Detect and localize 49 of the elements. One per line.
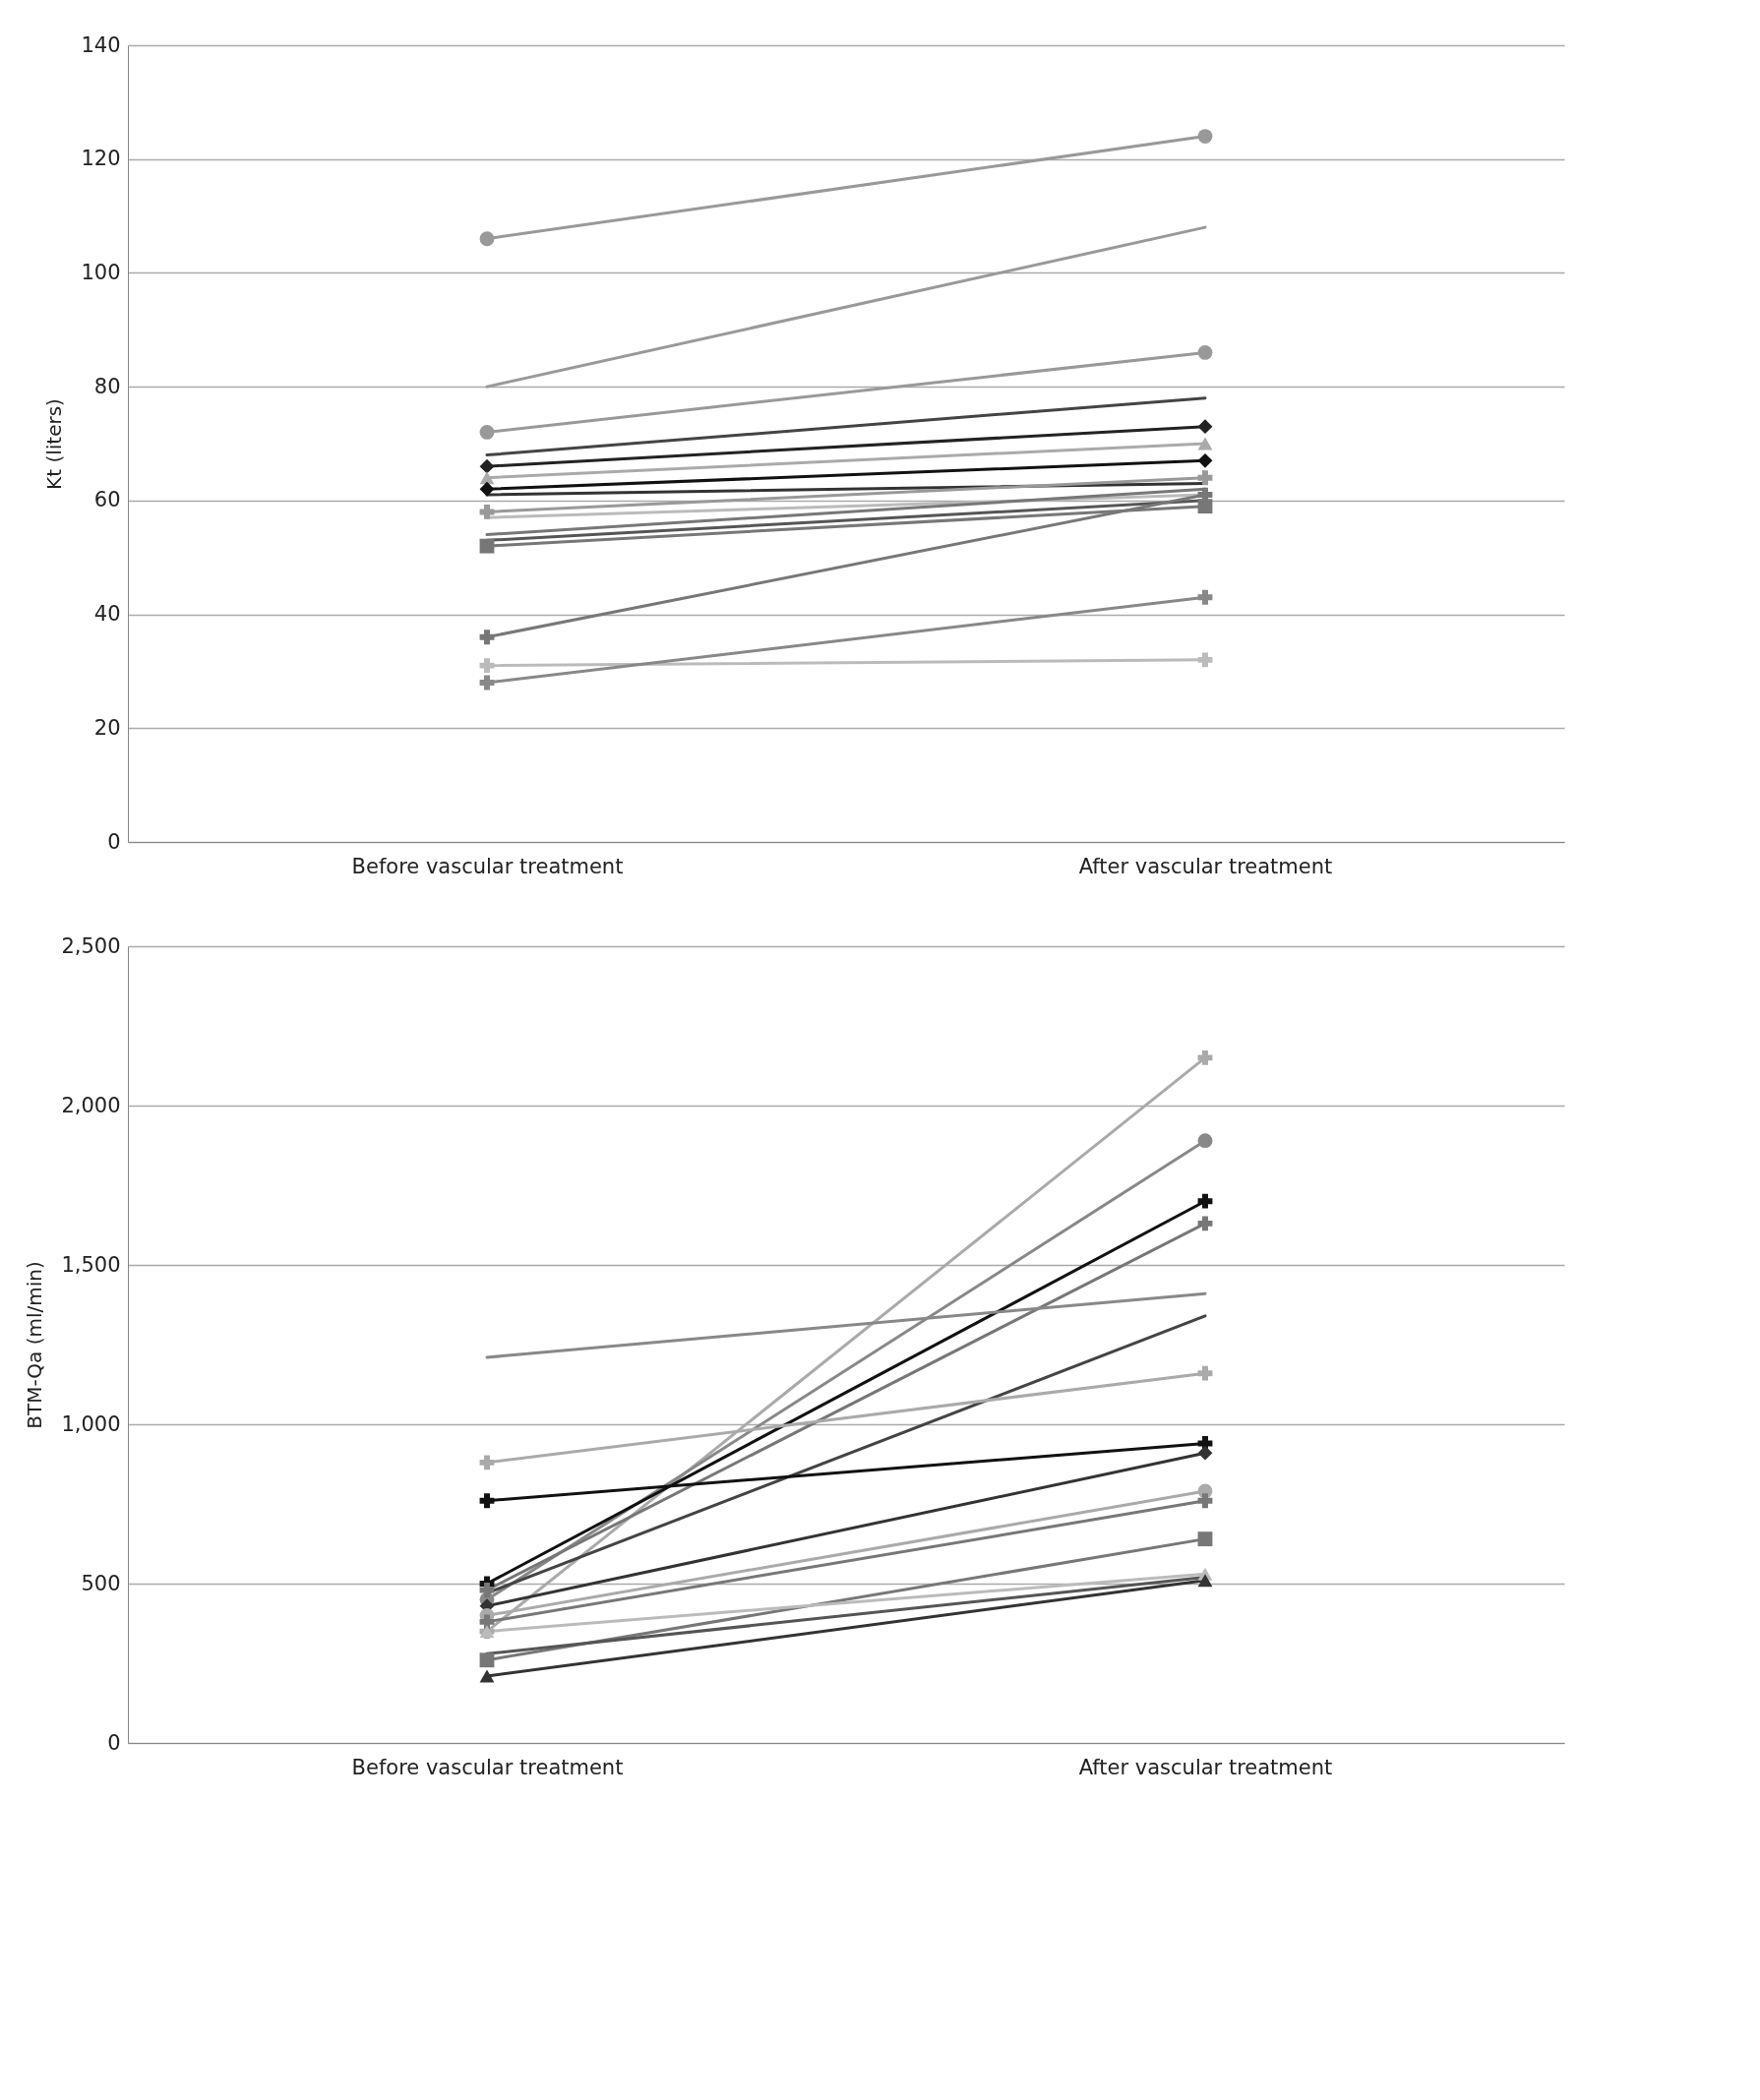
y-axis-title: BTM-Qa (ml/min) xyxy=(23,1261,47,1429)
point xyxy=(1197,345,1213,360)
y-tick-label: 1,000 xyxy=(61,1411,121,1436)
point xyxy=(479,1455,495,1470)
y-tick-label: 140 xyxy=(81,32,121,57)
y-tick-label: 20 xyxy=(93,715,121,740)
point xyxy=(1197,419,1213,435)
point xyxy=(479,630,495,645)
point xyxy=(479,1614,495,1630)
y-tick-label: 2,500 xyxy=(61,933,121,958)
point xyxy=(479,658,495,674)
point xyxy=(1197,1493,1213,1509)
point xyxy=(1197,1193,1213,1209)
point xyxy=(1197,129,1213,144)
point xyxy=(479,458,495,474)
point xyxy=(479,231,495,247)
y-tick-label: 0 xyxy=(107,829,121,854)
y-tick-label: 500 xyxy=(81,1571,121,1595)
y-tick-label: 100 xyxy=(81,260,121,284)
point xyxy=(1197,1365,1213,1381)
y-tick-label: 40 xyxy=(93,602,121,627)
point xyxy=(479,538,495,554)
x-tick-label: After vascular treatment xyxy=(1078,1755,1333,1779)
y-tick-label: 0 xyxy=(107,1730,121,1755)
point xyxy=(1197,589,1213,605)
point xyxy=(1197,1050,1213,1065)
point xyxy=(479,1583,495,1597)
point xyxy=(1197,1445,1213,1461)
point xyxy=(479,481,495,497)
y-tick-label: 120 xyxy=(81,147,121,171)
point xyxy=(1197,452,1213,468)
x-tick-label: Before vascular treatment xyxy=(351,1755,624,1779)
point xyxy=(1197,1216,1213,1231)
point xyxy=(1197,1531,1213,1547)
x-tick-label: After vascular treatment xyxy=(1078,854,1333,878)
y-axis-title: Kt (liters) xyxy=(42,398,67,490)
point xyxy=(1197,470,1213,486)
x-tick-label: Before vascular treatment xyxy=(351,854,624,878)
point xyxy=(479,425,495,440)
point xyxy=(479,1652,495,1668)
y-tick-label: 1,500 xyxy=(61,1252,121,1277)
y-tick-label: 60 xyxy=(93,488,121,512)
point xyxy=(479,1493,495,1509)
y-tick-label: 80 xyxy=(93,374,121,398)
y-tick-label: 2,000 xyxy=(61,1093,121,1117)
point xyxy=(479,675,495,690)
point xyxy=(479,505,495,519)
point xyxy=(1197,1133,1213,1149)
point xyxy=(1197,652,1213,668)
